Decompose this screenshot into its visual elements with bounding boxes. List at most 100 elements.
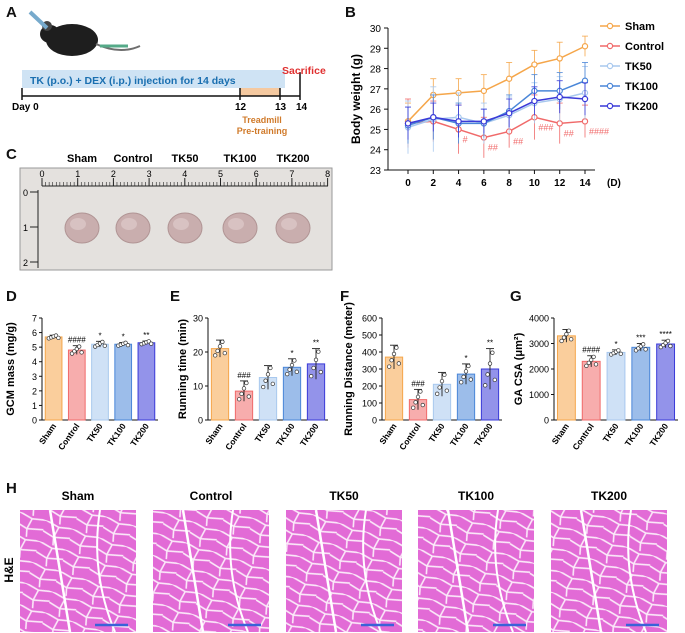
data-point (581, 118, 589, 125)
replicate-point (56, 335, 61, 341)
day12-label: 12 (235, 102, 247, 113)
replicate-point (444, 388, 449, 393)
data-point (505, 109, 513, 117)
replicate-point (79, 350, 84, 355)
y-tick-label: 29 (370, 44, 382, 55)
significance-mark: * (290, 349, 293, 358)
bar-tk100 (114, 343, 133, 421)
replicate-point (616, 348, 621, 353)
significance-mark: ## (564, 128, 574, 138)
y-tick-label: 30 (193, 314, 203, 324)
data-point (430, 114, 437, 121)
ruler-label: 0 (39, 169, 44, 179)
y-tick-label: 100 (362, 399, 377, 409)
replicate-point (564, 332, 569, 337)
tissue-photo-panel: Sham Control TK50 TK100 TK200 0 1 2 3 4 5 6 7 8 0 1 2 (19, 153, 333, 271)
significance-mark: ## (513, 136, 523, 146)
x-tick-label: TK100 (623, 421, 646, 448)
he-side-label: H&E (2, 557, 16, 582)
ruler-label: 3 (147, 169, 152, 179)
photo-group-label: Control (113, 153, 152, 165)
replicate-point (217, 344, 223, 349)
replicate-point (641, 342, 646, 347)
replicate-point (483, 383, 488, 388)
replicate-point (487, 361, 493, 366)
replicate-point (589, 357, 594, 363)
x-tick-label: TK50 (601, 421, 621, 444)
he-section-image (418, 510, 534, 632)
y-tick-label: 23 (370, 166, 382, 177)
panel-letter-d: D (6, 288, 17, 305)
y-tick-label: 2000 (529, 365, 549, 375)
legend-marker (606, 22, 614, 30)
y-tick-label: 6 (32, 328, 37, 338)
y-tick-label: 500 (362, 331, 377, 341)
x-tick-label: Control (397, 421, 423, 451)
day13-label: 13 (275, 102, 287, 113)
replicate-point (77, 344, 82, 349)
x-tick-label: Sham (550, 421, 572, 446)
data-point (531, 61, 538, 68)
replicate-point (463, 369, 469, 374)
treatment-bar (22, 70, 285, 88)
x-tick-label: TK50 (85, 421, 105, 444)
replicate-point (643, 347, 648, 352)
x-tick-label: 2 (431, 178, 437, 189)
replicate-point (102, 343, 107, 348)
replicate-point (394, 345, 399, 350)
significance-mark: #### (68, 336, 86, 345)
fascicle-gap (579, 509, 603, 633)
significance-mark: ### (538, 122, 553, 132)
replicate-point (461, 374, 466, 379)
y-tick-label: 0 (544, 416, 549, 426)
bar-control (581, 360, 601, 421)
treadmill-bar (240, 88, 280, 96)
replicate-point (618, 351, 623, 356)
photo-group-label: TK50 (172, 153, 199, 165)
he-section-image (20, 510, 136, 632)
panel-letter-a: A (6, 4, 17, 21)
panel-letter-e: E (170, 288, 181, 305)
y-tick-label: 27 (370, 85, 382, 96)
replicate-point (313, 357, 319, 362)
fascicle-gap (229, 509, 249, 633)
gcm-mass-chart: 0 1 2 3 4 5 6 7 GCM mass (mg/g) Sham #### Control * T… (5, 314, 158, 452)
y-tick-label: 28 (370, 65, 382, 76)
replicate-point (591, 354, 596, 360)
y-tick-label: 10 (193, 382, 203, 392)
series-line-control (407, 116, 586, 139)
bar-sham (210, 348, 230, 421)
y-tick-label: 400 (362, 348, 377, 358)
photo-group-label: Sham (67, 153, 97, 165)
day0-label: Day 0 (12, 102, 39, 113)
side-ruler-label: 1 (23, 223, 28, 233)
panel-letter-f: F (340, 288, 350, 305)
data-point (455, 118, 462, 125)
tissue-highlight (173, 218, 189, 230)
y-tick-label: 1000 (529, 390, 549, 400)
he-histology-panel: Sham Control TK50 TK100 TK200 H&E (2, 489, 667, 633)
replicate-point (100, 339, 105, 345)
legend-label: Sham (625, 21, 655, 33)
replicate-point (459, 380, 464, 385)
y-tick-label: 26 (370, 105, 382, 116)
x-tick-label: 6 (481, 178, 487, 189)
data-point (581, 43, 589, 50)
data-point (505, 75, 513, 82)
panel-letter-b: B (345, 4, 356, 21)
data-point (404, 120, 412, 127)
y-tick-label: 7 (32, 314, 37, 324)
replicate-point (569, 337, 574, 342)
tissue-highlight (70, 218, 86, 230)
he-section-image (286, 510, 402, 632)
replicate-point (294, 369, 299, 374)
ruler-label: 6 (254, 169, 259, 179)
significance-mark: **** (659, 330, 671, 339)
side-ruler-label: 0 (23, 188, 28, 198)
ruler-label: 7 (289, 169, 294, 179)
replicate-point (389, 358, 394, 363)
y-tick-label: 30 (370, 24, 382, 35)
significance-mark: * (464, 354, 467, 363)
running-distance-chart: 0 100 200 300 400 500 600 Running Distance (met… (343, 302, 502, 452)
y-tick-label: 25 (370, 125, 382, 136)
